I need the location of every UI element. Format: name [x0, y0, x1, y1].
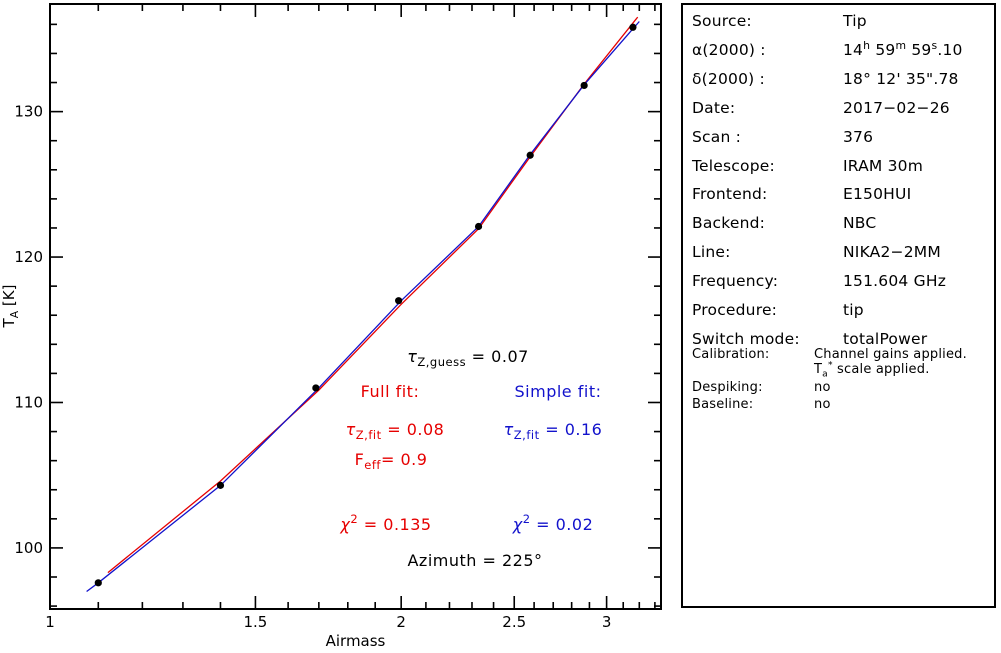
info-label-line: Line:	[692, 243, 731, 262]
annotation-tau-fit-simple: τZ,fit = 0.16	[504, 420, 603, 442]
info-value-calibration: Channel gains applied. Ta* scale applied.	[814, 347, 967, 380]
tip-scan-plot: 1 1.5 2 2.5 3 100 110 120 130 τZ,guess = 0.07 Full…	[0, 3, 662, 650]
info-label-procedure: Procedure:	[692, 301, 778, 319]
info-value-despiking: no	[814, 380, 831, 395]
fit-line-full-fit	[107, 16, 639, 574]
data-point	[216, 481, 225, 489]
annotation-chi2-full: χ2 = 0.135	[339, 512, 431, 534]
fit-line-simple-fit	[86, 21, 640, 593]
info-value-frequency: 151.604 GHz	[843, 272, 947, 291]
info-label-backend: Backend:	[692, 214, 766, 233]
data-point	[312, 384, 320, 392]
y-tick-label: 100	[14, 539, 43, 557]
data-point	[395, 297, 403, 305]
data-point	[526, 151, 534, 159]
info-label-frequency: Frequency:	[692, 272, 779, 291]
data-point	[474, 222, 483, 231]
observation-info-panel: Source: Tip α(2000) : 14h 59m 59s.10 δ(2000)…	[681, 3, 996, 608]
annotation-f-eff: Feff= 0.9	[355, 450, 428, 472]
y-tick-label: 120	[14, 248, 43, 266]
x-tick-label: 1.5	[243, 613, 267, 631]
info-label-source: Source:	[692, 12, 752, 30]
y-tick-label: 110	[14, 393, 43, 411]
info-value-dec-2000: 18° 12' 35".78	[843, 69, 959, 88]
x-tick-label: 3	[602, 613, 612, 631]
info-value-date: 2017−02−26	[843, 98, 950, 117]
y-tick-label: 130	[14, 103, 43, 121]
annotation-full-fit-title: Full fit:	[361, 382, 420, 401]
info-value-baseline: no	[814, 396, 831, 412]
annotation-tau-fit-full: τZ,fit = 0.08	[346, 420, 445, 442]
info-label-telescope: Telescope:	[692, 156, 775, 175]
info-label-frontend: Frontend:	[692, 185, 768, 204]
info-label-calibration: Calibration:	[692, 347, 770, 362]
info-value-switch-mode: totalPower	[843, 329, 928, 348]
data-point	[580, 81, 588, 90]
info-label-baseline: Baseline:	[692, 396, 754, 412]
info-label-date: Date:	[692, 98, 736, 117]
info-value-source: Tip	[843, 12, 867, 30]
x-tick-label: 2	[396, 613, 406, 631]
data-point	[94, 579, 102, 587]
annotation-tau-guess: τZ,guess = 0.07	[407, 347, 529, 369]
info-value-frontend: E150HUI	[843, 185, 912, 204]
data-point	[629, 23, 637, 31]
y-axis-label: TA [K]	[0, 285, 21, 329]
info-value-telescope: IRAM 30m	[843, 156, 924, 175]
info-value-backend: NBC	[843, 214, 877, 233]
annotation-azimuth: Azimuth = 225°	[407, 551, 542, 570]
info-value-ra-2000: 14h 59m 59s.10	[843, 38, 963, 59]
info-label-switch-mode: Switch mode:	[692, 329, 800, 348]
info-label-despiking: Despiking:	[692, 380, 763, 395]
info-value-line: NIKA2−2MM	[843, 243, 941, 262]
info-label-ra-2000: α(2000) :	[692, 40, 766, 59]
x-tick-label: 1	[45, 613, 55, 631]
annotation-chi2-simple: χ2 = 0.02	[512, 512, 594, 534]
info-value-scan: 376	[843, 127, 874, 146]
x-tick-label: 2.5	[502, 613, 526, 631]
info-value-procedure: tip	[843, 301, 864, 319]
tip-plot-svg: 1 1.5 2 2.5 3 100 110 120 130 τZ,guess = 0.07 Full…	[0, 3, 662, 650]
plot-frame	[49, 3, 662, 610]
info-label-scan: Scan :	[692, 127, 742, 146]
annotation-simple-fit-title: Simple fit:	[515, 382, 602, 401]
x-axis-label: Airmass	[326, 632, 386, 649]
info-label-dec-2000: δ(2000) :	[692, 69, 765, 88]
